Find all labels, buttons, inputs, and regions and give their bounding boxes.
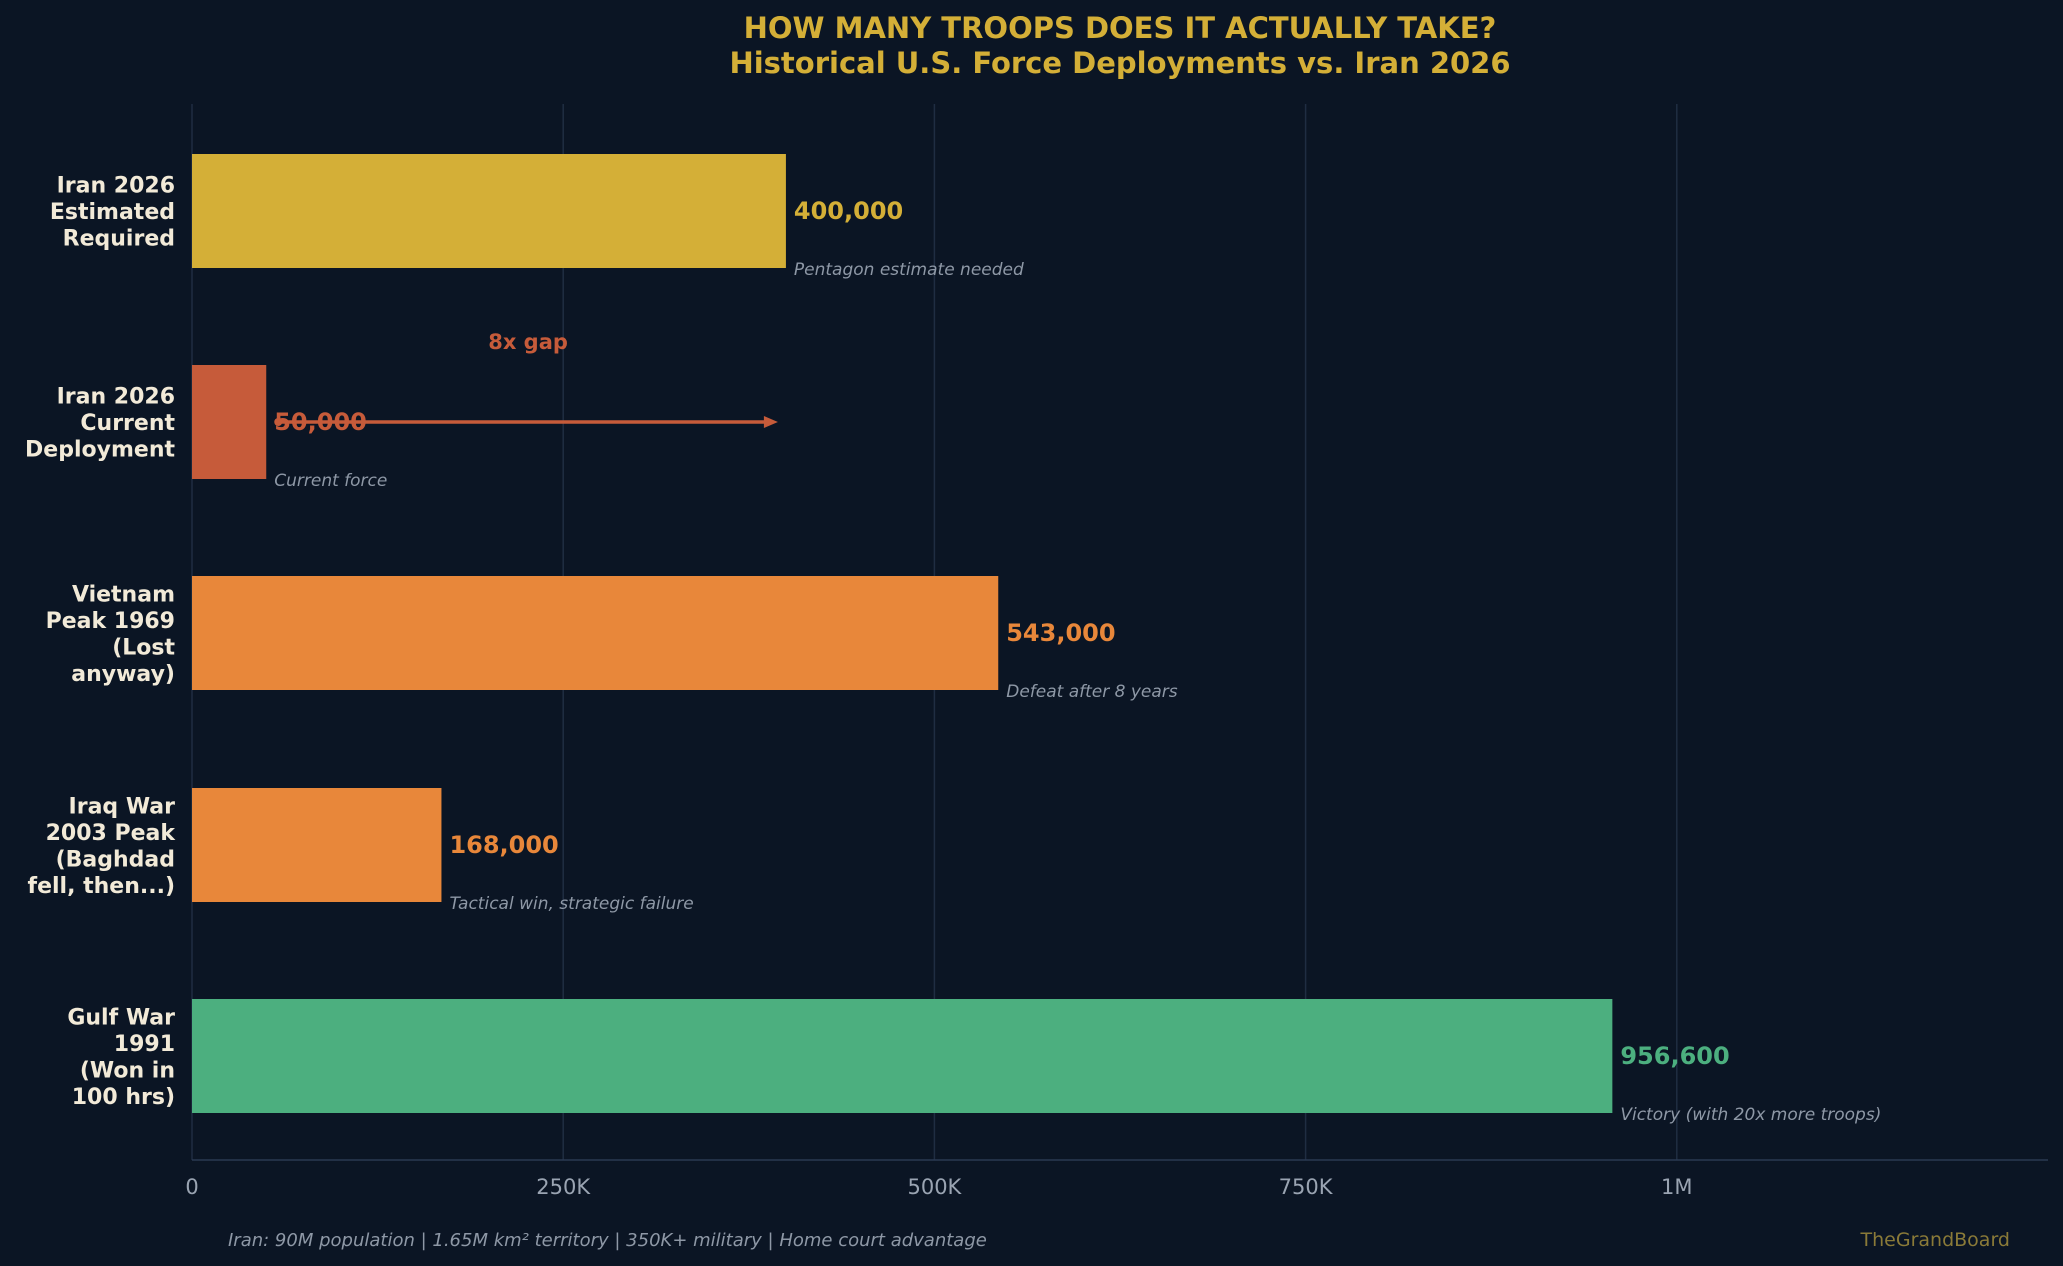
axis-layer: 0 250K 500K 750K 1M [185, 1159, 2048, 1199]
x-tick-label-0: 0 [185, 1175, 198, 1199]
category-label-line: Gulf War [67, 1005, 175, 1030]
category-label-line: Required [63, 227, 175, 252]
footer-text: Iran: 90M population | 1.65M km² territo… [228, 1230, 987, 1251]
category-label-line: 2003 Peak [46, 821, 177, 846]
category-label-line: 1991 [114, 1032, 175, 1057]
category-label-line: (Won in [80, 1058, 175, 1083]
value-label-2: 543,000 [1006, 619, 1115, 647]
x-tick-label-4: 1M [1661, 1175, 1692, 1199]
category-label-line: Iraq War [69, 794, 176, 819]
category-label-4: Gulf War 1991 (Won in 100 hrs) [67, 1005, 175, 1110]
category-label-line: Deployment [25, 438, 175, 463]
note-label-1: Current force [274, 471, 387, 491]
note-label-0: Pentagon estimate needed [794, 260, 1024, 280]
bar-4 [192, 999, 1613, 1113]
bar-2 [192, 576, 999, 690]
category-label-line: fell, then...) [28, 874, 175, 899]
category-label-line: (Baghdad [56, 847, 175, 872]
category-label-3: Iraq War 2003 Peak (Baghdad fell, then...) [28, 794, 177, 899]
category-label-line: Current [80, 411, 175, 436]
category-label-2: Vietnam Peak 1969 (Lost anyway) [46, 582, 176, 687]
brand-label: TheGrandBoard [1860, 1229, 2010, 1251]
bar-0 [192, 154, 786, 268]
category-label-line: Estimated [50, 200, 175, 225]
category-label-line: 100 hrs) [72, 1085, 175, 1110]
value-label-0: 400,000 [794, 197, 903, 225]
gap-arrow-head [763, 416, 778, 428]
category-label-line: Iran 2026 [57, 174, 175, 199]
category-label-0: Iran 2026 Estimated Required [50, 174, 175, 252]
value-label-3: 168,000 [449, 831, 558, 859]
note-label-2: Defeat after 8 years [1006, 682, 1178, 702]
label-layer: 400,000 Pentagon estimate needed Iran 2026… [25, 174, 1881, 1126]
note-label-4: Victory (with 20x more troops) [1620, 1105, 1881, 1125]
category-label-line: Vietnam [72, 582, 175, 607]
gap-annotation-label: 8x gap [488, 330, 568, 354]
category-label-line: Peak 1969 [46, 609, 175, 634]
x-tick-label-3: 750K [1279, 1175, 1334, 1199]
bar-layer [192, 154, 1613, 1113]
category-label-1: Iran 2026 Current Deployment [25, 385, 175, 463]
note-label-3: Tactical win, strategic failure [449, 894, 693, 914]
value-label-4: 956,600 [1620, 1042, 1729, 1070]
bar-1 [192, 365, 267, 479]
x-tick-label-1: 250K [536, 1175, 591, 1199]
bar-3 [192, 788, 442, 902]
category-label-line: Iran 2026 [57, 385, 175, 410]
chart-subtitle: Historical U.S. Force Deployments vs. Ir… [729, 46, 1510, 80]
category-label-line: (Lost [112, 635, 175, 660]
gap-arrow-tail [274, 418, 283, 426]
chart-title: HOW MANY TROOPS DOES IT ACTUALLY TAKE? [744, 11, 1497, 45]
x-tick-label-2: 500K [907, 1175, 962, 1199]
category-label-line: anyway) [71, 662, 175, 687]
